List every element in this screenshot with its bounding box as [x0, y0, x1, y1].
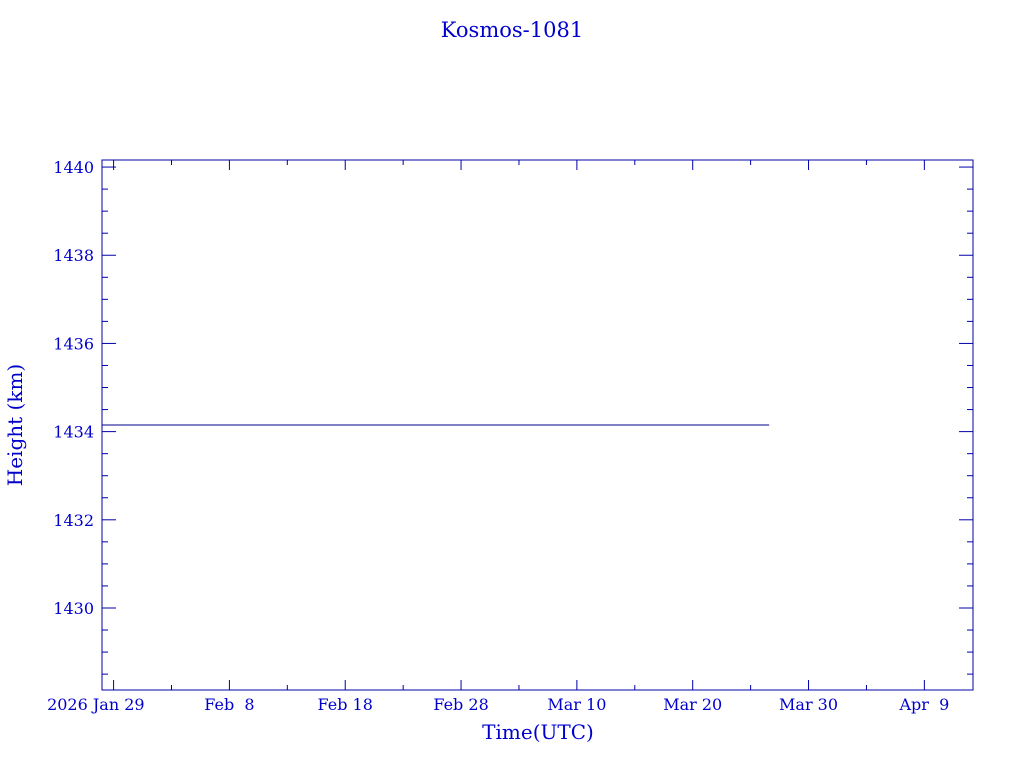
ticks	[102, 160, 973, 690]
y-tick-label: 1434	[53, 423, 94, 442]
y-tick-labels: 1430 1432 1434 1436 1438 1440	[53, 158, 94, 618]
y-tick-label: 1432	[53, 511, 94, 530]
y-tick-label: 1438	[53, 246, 94, 265]
x-tick-label: Feb 8	[204, 695, 254, 714]
x-tick-label: Apr 9	[898, 695, 949, 714]
x-tick-labels: 2026 Jan 29 Feb 8 Feb 18 Feb 28 Mar 10 Mar 20…	[47, 695, 949, 714]
chart-title: Kosmos-1081	[441, 18, 583, 42]
x-tick-label: Mar 20	[663, 695, 722, 714]
y-tick-label: 1440	[53, 158, 94, 177]
y-tick-label: 1430	[53, 599, 94, 618]
x-axis-label: Time(UTC)	[482, 720, 594, 744]
y-axis-label: Height (km)	[3, 364, 27, 486]
x-tick-label: Mar 10	[547, 695, 606, 714]
x-tick-label: 2026 Jan 29	[47, 695, 145, 714]
x-tick-label: Mar 30	[779, 695, 838, 714]
x-tick-label: Feb 18	[318, 695, 373, 714]
y-tick-label: 1436	[53, 334, 94, 353]
x-tick-label: Feb 28	[433, 695, 488, 714]
